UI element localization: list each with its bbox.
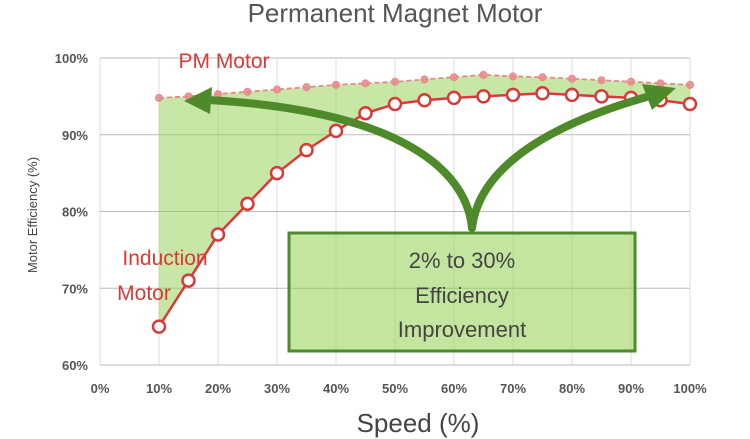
y-axis-label: Motor Efficiency (%) (25, 157, 40, 273)
pm-motor-point (627, 77, 635, 86)
y-tick-label: 100% (55, 51, 89, 66)
x-tick-label: 70% (500, 381, 526, 396)
pm-motor-point (302, 83, 311, 92)
induction-motor-point (505, 87, 521, 103)
pm-motor-point (273, 85, 281, 94)
arrow-right-head (642, 84, 676, 110)
induction-motor-point (417, 92, 432, 108)
y-tick-label: 60% (62, 358, 88, 373)
x-tick-label: 30% (264, 381, 290, 396)
induction-motor-point (240, 196, 255, 212)
induction-motor-label-line1: Induction (122, 247, 207, 270)
pm-motor-point (686, 80, 694, 89)
x-tick-label: 100% (673, 381, 707, 396)
arrow-right (468, 92, 654, 232)
induction-motor-point (682, 96, 698, 112)
efficiency-gap-fill (159, 74, 690, 327)
pm-motor-point (332, 80, 340, 89)
induction-motor-point (358, 106, 373, 121)
callout-line1: 2% to 30% (409, 248, 515, 273)
x-tick-label: 10% (146, 381, 172, 396)
x-tick-label: 50% (382, 381, 408, 396)
induction-motor-point (594, 89, 609, 104)
x-tick-label: 40% (323, 381, 349, 396)
induction-motor-point (151, 319, 167, 334)
pm-motor-point (391, 77, 399, 86)
induction-motor-point (210, 227, 226, 242)
induction-motor-point (299, 142, 314, 158)
pm-motor-point (509, 72, 517, 81)
pm-motor-point (656, 79, 665, 88)
induction-motor-point (564, 87, 580, 103)
induction-motor-point (181, 273, 196, 288)
pm-motor-point (420, 75, 429, 84)
induction-motor-point (446, 90, 462, 106)
induction-motor-point (269, 165, 285, 181)
x-tick-label: 0% (91, 381, 110, 396)
y-tick-label: 70% (62, 281, 88, 296)
induction-motor-point (328, 123, 344, 139)
tick-labels: 0% 10% 20% 30% 40% 50% 60% 70% 80% 90% 100% 60% 70% 8… (55, 51, 707, 396)
x-tick-label: 80% (559, 381, 585, 396)
arrow-left (204, 96, 476, 232)
induction-motor-point (387, 96, 403, 112)
callout-box (287, 231, 637, 353)
series-layer (151, 70, 698, 334)
y-tick-label: 90% (62, 128, 88, 143)
chart-title: Permanent Magnet Motor (248, 0, 543, 28)
pm-motor-point (568, 74, 576, 83)
y-tick-label: 80% (62, 205, 88, 220)
pm-motor-point (597, 76, 606, 85)
induction-motor-label-line2: Motor (117, 282, 171, 305)
annotation: 2% to 30% Efficiency Improvement (184, 84, 676, 353)
x-axis-label: Speed (%) (357, 408, 480, 438)
callout-line3: Improvement (398, 317, 526, 342)
efficiency-gap-region (159, 74, 690, 327)
pm-motor-label: PM Motor (178, 50, 269, 73)
pm-motor-point (243, 87, 252, 96)
induction-motor-point (535, 86, 550, 101)
arrow-left-head (184, 87, 212, 114)
pm-motor-point (361, 79, 370, 88)
callout-line2: Efficiency (415, 283, 509, 308)
x-tick-label: 20% (205, 381, 231, 396)
pm-motor-point (538, 73, 547, 82)
x-tick-label: 90% (618, 381, 644, 396)
pm-motor-point (155, 93, 163, 102)
induction-motor-point (476, 89, 491, 104)
pm-motor-point (450, 73, 458, 82)
pm-motor-point (479, 70, 488, 79)
x-tick-label: 60% (441, 381, 467, 396)
